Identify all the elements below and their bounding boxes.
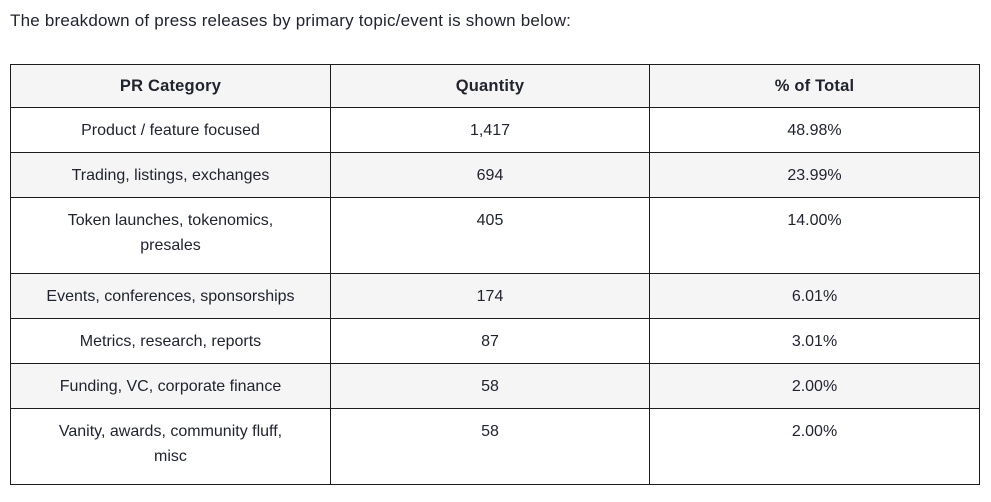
category-cell: Events, conferences, sponsorships [10,273,331,319]
table-row: Metrics, research, reports 87 3.01% [10,318,980,364]
header-quantity: Quantity [330,64,650,108]
percent-cell: 14.00% [649,197,980,274]
quantity-cell: 58 [330,363,650,409]
header-row: PR Category Quantity % of Total [10,64,980,108]
table-row: Funding, VC, corporate finance 58 2.00% [10,363,980,409]
quantity-cell: 405 [330,197,650,274]
quantity-cell: 694 [330,152,650,198]
quantity-cell: 58 [330,408,650,485]
category-cell: Metrics, research, reports [10,318,331,364]
pr-breakdown-table: PR Category Quantity % of Total Product … [10,64,980,485]
table-row: Product / feature focused 1,417 48.98% [10,107,980,153]
percent-cell: 2.00% [649,363,980,409]
quantity-cell: 1,417 [330,107,650,153]
header-pr-category: PR Category [10,64,331,108]
category-cell: Product / feature focused [10,107,331,153]
quantity-cell: 174 [330,273,650,319]
table-row: Token launches, tokenomics, presales 405… [10,197,980,274]
category-cell: Vanity, awards, community fluff, misc [10,408,331,485]
percent-cell: 6.01% [649,273,980,319]
header-percent-of-total: % of Total [649,64,980,108]
table-row: Vanity, awards, community fluff, misc 58… [10,408,980,485]
category-cell: Trading, listings, exchanges [10,152,331,198]
percent-cell: 2.00% [649,408,980,485]
percent-cell: 48.98% [649,107,980,153]
percent-cell: 23.99% [649,152,980,198]
category-cell: Token launches, tokenomics, presales [10,197,331,274]
quantity-cell: 87 [330,318,650,364]
table-row: Trading, listings, exchanges 694 23.99% [10,152,980,198]
category-cell: Funding, VC, corporate finance [10,363,331,409]
intro-text: The breakdown of press releases by prima… [10,11,572,30]
table-row: Events, conferences, sponsorships 174 6.… [10,273,980,319]
percent-cell: 3.01% [649,318,980,364]
